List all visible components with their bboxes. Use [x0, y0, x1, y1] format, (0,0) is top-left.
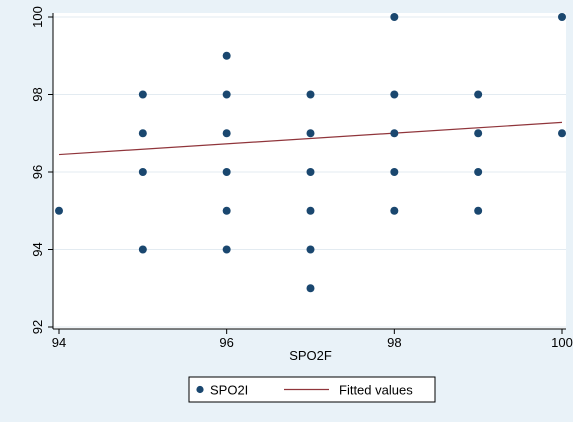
data-point-9	[222, 90, 231, 99]
data-point-2	[138, 168, 147, 176]
x-tick-label-1: 96	[219, 335, 233, 350]
data-points	[55, 13, 566, 293]
y-tick-label-2: 96	[30, 165, 45, 179]
data-point-4	[138, 90, 147, 99]
data-point-12	[306, 245, 315, 254]
data-point-22	[474, 206, 483, 215]
data-point-15	[306, 129, 315, 138]
data-point-6	[222, 206, 231, 215]
data-point-24	[474, 129, 483, 138]
data-point-5	[222, 245, 231, 254]
data-point-17	[390, 206, 399, 215]
fitted-line-layer	[58, 121, 563, 156]
data-point-18	[390, 168, 399, 176]
y-tick-label-0: 92	[30, 320, 45, 334]
legend: SPO2I Fitted values	[188, 376, 436, 403]
legend-label-spo2i: SPO2I	[210, 383, 248, 398]
data-point-23	[474, 168, 483, 176]
data-point-25	[474, 90, 483, 99]
data-point-26	[558, 129, 566, 138]
data-point-0	[55, 206, 63, 215]
data-point-16	[306, 90, 315, 99]
data-point-11	[306, 284, 315, 293]
data-point-13	[306, 206, 315, 215]
legend-label-fitted: Fitted values	[339, 383, 413, 398]
y-tick-label-1: 94	[30, 242, 45, 256]
data-point-21	[390, 13, 399, 21]
x-tick-label-3: 100	[551, 335, 573, 350]
fitted-values-line	[58, 121, 563, 156]
data-point-27	[558, 13, 566, 21]
data-point-14	[306, 168, 315, 176]
x-axis-title: SPO2F	[289, 348, 332, 363]
data-point-3	[138, 129, 147, 138]
data-point-1	[138, 245, 147, 254]
data-point-8	[222, 129, 231, 138]
data-point-20	[390, 90, 399, 99]
x-tick-label-2: 98	[387, 335, 401, 350]
axes: 92 94 96 98 100 94 96 98 100	[30, 6, 573, 350]
y-tick-label-4: 100	[30, 6, 45, 28]
data-point-7	[222, 168, 231, 176]
data-point-10	[222, 51, 231, 60]
x-tick-label-0: 94	[52, 335, 66, 350]
legend-marker-spo2i	[196, 385, 204, 394]
y-tick-label-3: 98	[30, 87, 45, 101]
data-point-19	[390, 129, 399, 138]
